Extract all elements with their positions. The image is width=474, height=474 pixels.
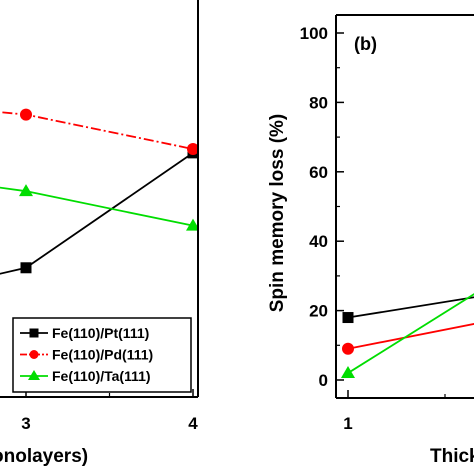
panel-b-y-tick-label: 20 (309, 302, 328, 321)
panel-b-data-point (342, 342, 354, 355)
legend-entry: Fe(110)/Pd(111) (20, 347, 153, 363)
legend-label: Fe(110)/Pt(111) (52, 325, 149, 341)
panel-a-data-point (20, 108, 32, 121)
panel-a-series-line (0, 186, 194, 227)
panel-a-x-axis-label: onolayers) (0, 446, 88, 467)
panel-b-x-ticks: 1 (343, 390, 446, 433)
panel-a-data-point (187, 143, 198, 156)
legend-label: Fe(110)/Ta(111) (52, 368, 151, 384)
panel-a-data-point (19, 184, 33, 197)
panel-a-series-line (0, 152, 194, 275)
panel-b-series-markers (341, 312, 355, 379)
panel-a-legend: Fe(110)/Pt(111) Fe(110)/Pd(111) Fe(110)/Ta… (12, 317, 192, 393)
legend-entry: Fe(110)/Ta(111) (20, 368, 151, 384)
panel-b-y-tick-label: 0 (319, 371, 328, 390)
panel-b-y-tick-label: 60 (309, 163, 328, 182)
panel-b-y-tick-label: 100 (300, 24, 328, 43)
legend-marker (29, 350, 39, 359)
panel-a-series-markers (19, 108, 198, 274)
panel-b-y-tick-label: 80 (309, 93, 328, 112)
legend-entry: Fe(110)/Pt(111) (20, 325, 149, 341)
panel-b-data-point (342, 312, 354, 324)
panel-a-data-point (20, 262, 32, 274)
legend-label: Fe(110)/Pd(111) (52, 347, 153, 363)
panel-a-series-line (0, 111, 194, 150)
panel-b-series-lines (347, 293, 474, 374)
panel-b-series-line (347, 323, 474, 350)
panel-b-y-axis-label: Spin memory loss (%) (267, 114, 288, 313)
panel-b-label: (b) (354, 34, 377, 54)
panel-b-x-axis-label: Thick (430, 446, 474, 467)
panel-b-y-tick-label: 40 (309, 232, 328, 251)
panel-b-series-line (347, 296, 474, 319)
panel-b-series-line (347, 293, 474, 374)
panel-a-data-point (186, 218, 198, 231)
panel-b-data-point (341, 366, 355, 379)
legend-marker (29, 328, 39, 338)
panel-b-y-ticks: 0 20 40 60 80 100 (300, 24, 344, 390)
panel-b-x-tick-label: 1 (343, 414, 352, 433)
panel-a-x-tick-label: 4 (188, 414, 198, 433)
legend-marker (28, 370, 40, 380)
panel-a-series-lines (0, 111, 194, 275)
panel-a-x-tick-label: 3 (21, 414, 30, 433)
